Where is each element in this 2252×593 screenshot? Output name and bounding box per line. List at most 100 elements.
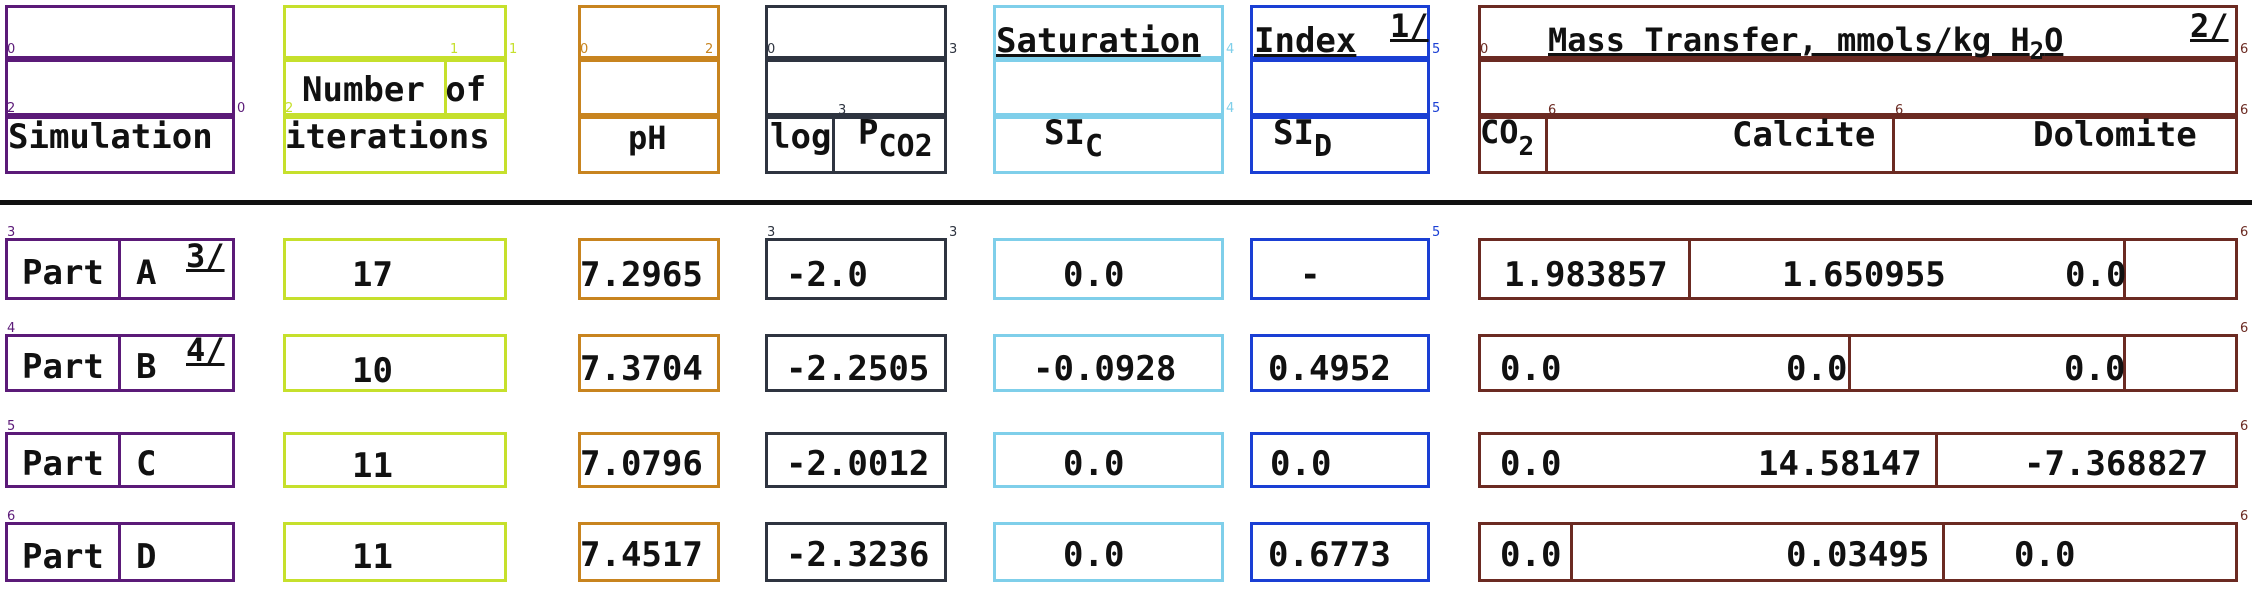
region-box <box>283 116 507 174</box>
box-index-label: 5 <box>7 419 16 434</box>
region-box <box>283 432 507 488</box>
region-box <box>1892 116 2238 174</box>
region-box <box>1478 5 2238 59</box>
region-box <box>765 5 947 59</box>
row-sid: 0.0 <box>1270 444 1332 484</box>
row-part: Part <box>22 444 104 484</box>
row-log-pco2: -2.2505 <box>786 349 930 389</box>
row-sid: 0.6773 <box>1268 535 1391 575</box>
region-box <box>993 5 1224 59</box>
header-log: log <box>770 117 832 157</box>
header-calcite: Calcite <box>1732 115 1876 155</box>
region-box <box>993 432 1224 488</box>
header-mass-transfer: Mass Transfer, mmols/kg H2O <box>1548 21 2064 65</box>
box-index-label: 3 <box>7 225 16 240</box>
region-box <box>832 116 947 174</box>
row-letter: B <box>136 347 157 387</box>
row-sid: 0.4952 <box>1268 349 1391 389</box>
row-sic: -0.0928 <box>1033 349 1177 389</box>
box-index-label: 0 <box>580 42 589 57</box>
row-part: Part <box>22 253 104 293</box>
row-ph: 7.0796 <box>580 444 703 484</box>
region-box <box>5 5 235 59</box>
row-iterations: 10 <box>352 351 393 391</box>
header-divider <box>0 200 2252 205</box>
box-index-label: 0 <box>1480 42 1489 57</box>
row-part: Part <box>22 347 104 387</box>
region-box <box>1250 432 1430 488</box>
region-box <box>765 522 947 582</box>
row-calcite: 0.03495 <box>1786 535 1930 575</box>
row-dolomite: -7.368827 <box>2024 444 2209 484</box>
row-co2: 0.0 <box>1500 349 1562 389</box>
header-co2: CO2 <box>1480 113 1535 162</box>
region-box <box>1250 334 1430 392</box>
box-index-label: 4 <box>1226 42 1235 57</box>
pco2-subscript: CO2 <box>878 129 933 164</box>
region-box <box>993 116 1224 174</box>
row-sic: 0.0 <box>1063 255 1125 295</box>
region-box <box>1250 5 1430 59</box>
region-box <box>765 334 947 392</box>
region-box <box>283 5 507 59</box>
region-box <box>765 238 947 300</box>
row-footnote: 4/ <box>186 331 225 369</box>
region-box <box>118 334 235 392</box>
box-index-label: 4 <box>7 321 16 336</box>
header-sic: SIC <box>1044 113 1104 164</box>
header-iterations-line2: iterations <box>285 117 490 157</box>
row-calcite: 0.0 <box>1786 349 1848 389</box>
row-log-pco2: -2.0 <box>786 255 868 295</box>
box-index-label: 1 <box>450 42 459 57</box>
row-ph: 7.2965 <box>580 255 703 295</box>
row-letter: A <box>136 253 157 293</box>
header-simulation: Simulation <box>8 117 213 157</box>
row-dolomite: 0.0 <box>2065 255 2127 295</box>
header-iterations-line1: Number of <box>302 70 487 110</box>
region-box <box>993 238 1224 300</box>
region-box <box>993 522 1224 582</box>
row-iterations: 17 <box>352 255 393 295</box>
region-box <box>283 334 507 392</box>
box-index-label: 0 <box>767 42 776 57</box>
region-box <box>1478 59 2238 116</box>
box-index-label: 3 <box>949 42 958 57</box>
pco2-p: P <box>858 113 879 153</box>
box-index-label: 3 <box>838 103 847 118</box>
region-box <box>1250 238 1430 300</box>
region-box <box>765 432 947 488</box>
region-box <box>1935 432 2238 488</box>
row-ph: 7.3704 <box>580 349 703 389</box>
row-co2: 0.0 <box>1500 535 1562 575</box>
box-index-label: 6 <box>2240 509 2249 524</box>
header-pco2: PCO2 <box>858 113 933 162</box>
box-index-label: 0 <box>7 42 16 57</box>
row-log-pco2: -2.3236 <box>786 535 930 575</box>
box-index-label: 6 <box>2240 42 2249 57</box>
region-box <box>765 59 947 116</box>
row-co2: 0.0 <box>1500 444 1562 484</box>
region-box <box>993 59 1224 116</box>
region-box <box>1250 59 1430 116</box>
box-index-label: 4 <box>1226 101 1235 116</box>
region-box <box>5 116 235 174</box>
row-letter: C <box>136 444 157 484</box>
footnote-1: 1/ <box>1390 7 1429 45</box>
box-index-label: 2 <box>705 42 714 57</box>
box-index-label: 5 <box>1432 101 1441 116</box>
region-box <box>283 522 507 582</box>
region-box <box>993 334 1224 392</box>
header-dolomite: Dolomite <box>2033 115 2197 155</box>
box-index-label: 6 <box>2240 225 2249 240</box>
footnote-2: 2/ <box>2190 7 2229 45</box>
row-dolomite: 0.0 <box>2064 349 2126 389</box>
row-part: Part <box>22 537 104 577</box>
region-box <box>1250 116 1430 174</box>
region-box <box>578 116 720 174</box>
row-calcite: 14.58147 <box>1758 444 1922 484</box>
region-box <box>118 522 235 582</box>
box-index-label: 1 <box>509 42 518 57</box>
row-ph: 7.4517 <box>580 535 703 575</box>
box-index-label: 6 <box>2240 103 2249 118</box>
